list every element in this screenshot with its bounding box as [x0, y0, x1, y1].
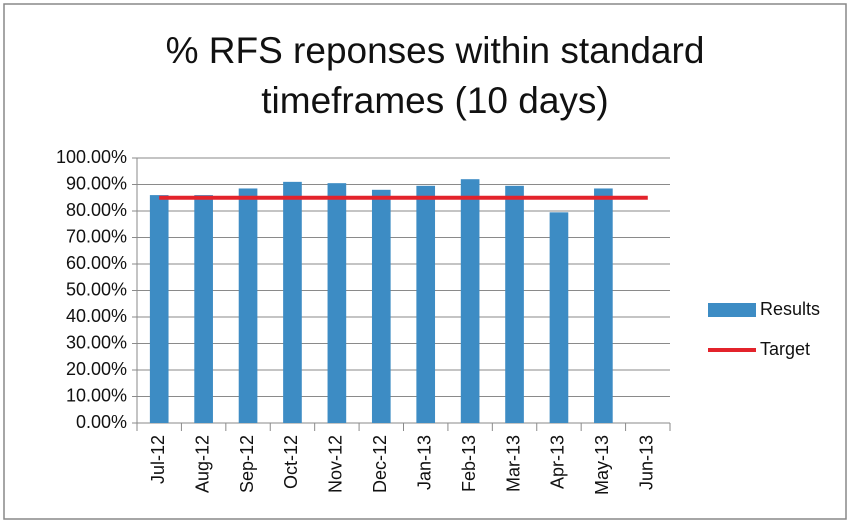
y-tick-label: 50.00% — [66, 279, 127, 299]
x-tick-label: Aug-12 — [192, 435, 212, 493]
x-tick-label: Nov-12 — [326, 435, 346, 493]
legend-label: Results — [760, 299, 820, 319]
bar — [549, 212, 569, 423]
bar — [283, 181, 302, 423]
y-tick-label: 10.00% — [66, 385, 127, 405]
y-tick-label: 90.00% — [66, 173, 127, 193]
y-tick-label: 100.00% — [56, 147, 127, 167]
x-tick-label: May-13 — [592, 435, 612, 495]
chart-title: % RFS reponses within standard timeframe… — [165, 30, 705, 121]
bar — [371, 189, 391, 423]
y-tick-label: 60.00% — [66, 253, 127, 273]
y-tick-label: 70.00% — [66, 226, 127, 246]
y-tick-label: 20.00% — [66, 359, 127, 379]
x-tick-label: Feb-13 — [459, 435, 479, 492]
legend-label: Target — [760, 339, 810, 359]
y-tick-label: 40.00% — [66, 306, 127, 326]
bar — [327, 183, 347, 423]
bar — [416, 185, 436, 423]
bar — [194, 195, 213, 423]
legend-swatch — [708, 303, 756, 317]
x-tick-label: Dec-12 — [370, 435, 390, 493]
bar — [238, 188, 258, 423]
y-tick-label: 0.00% — [76, 412, 127, 432]
x-tick-label: Mar-13 — [503, 435, 523, 492]
bar — [460, 179, 480, 423]
x-tick-label: Jun-13 — [637, 435, 657, 490]
x-tick-label: Jan-13 — [414, 435, 434, 490]
y-tick-label: 30.00% — [66, 332, 127, 352]
x-tick-label: Sep-12 — [237, 435, 257, 493]
bar — [505, 185, 524, 423]
bar — [149, 195, 169, 423]
y-tick-label: 80.00% — [66, 200, 127, 220]
bar — [594, 188, 613, 423]
x-tick-label: Jul-12 — [148, 435, 168, 484]
x-tick-label: Oct-12 — [281, 435, 301, 489]
x-tick-label: Apr-13 — [548, 435, 568, 489]
